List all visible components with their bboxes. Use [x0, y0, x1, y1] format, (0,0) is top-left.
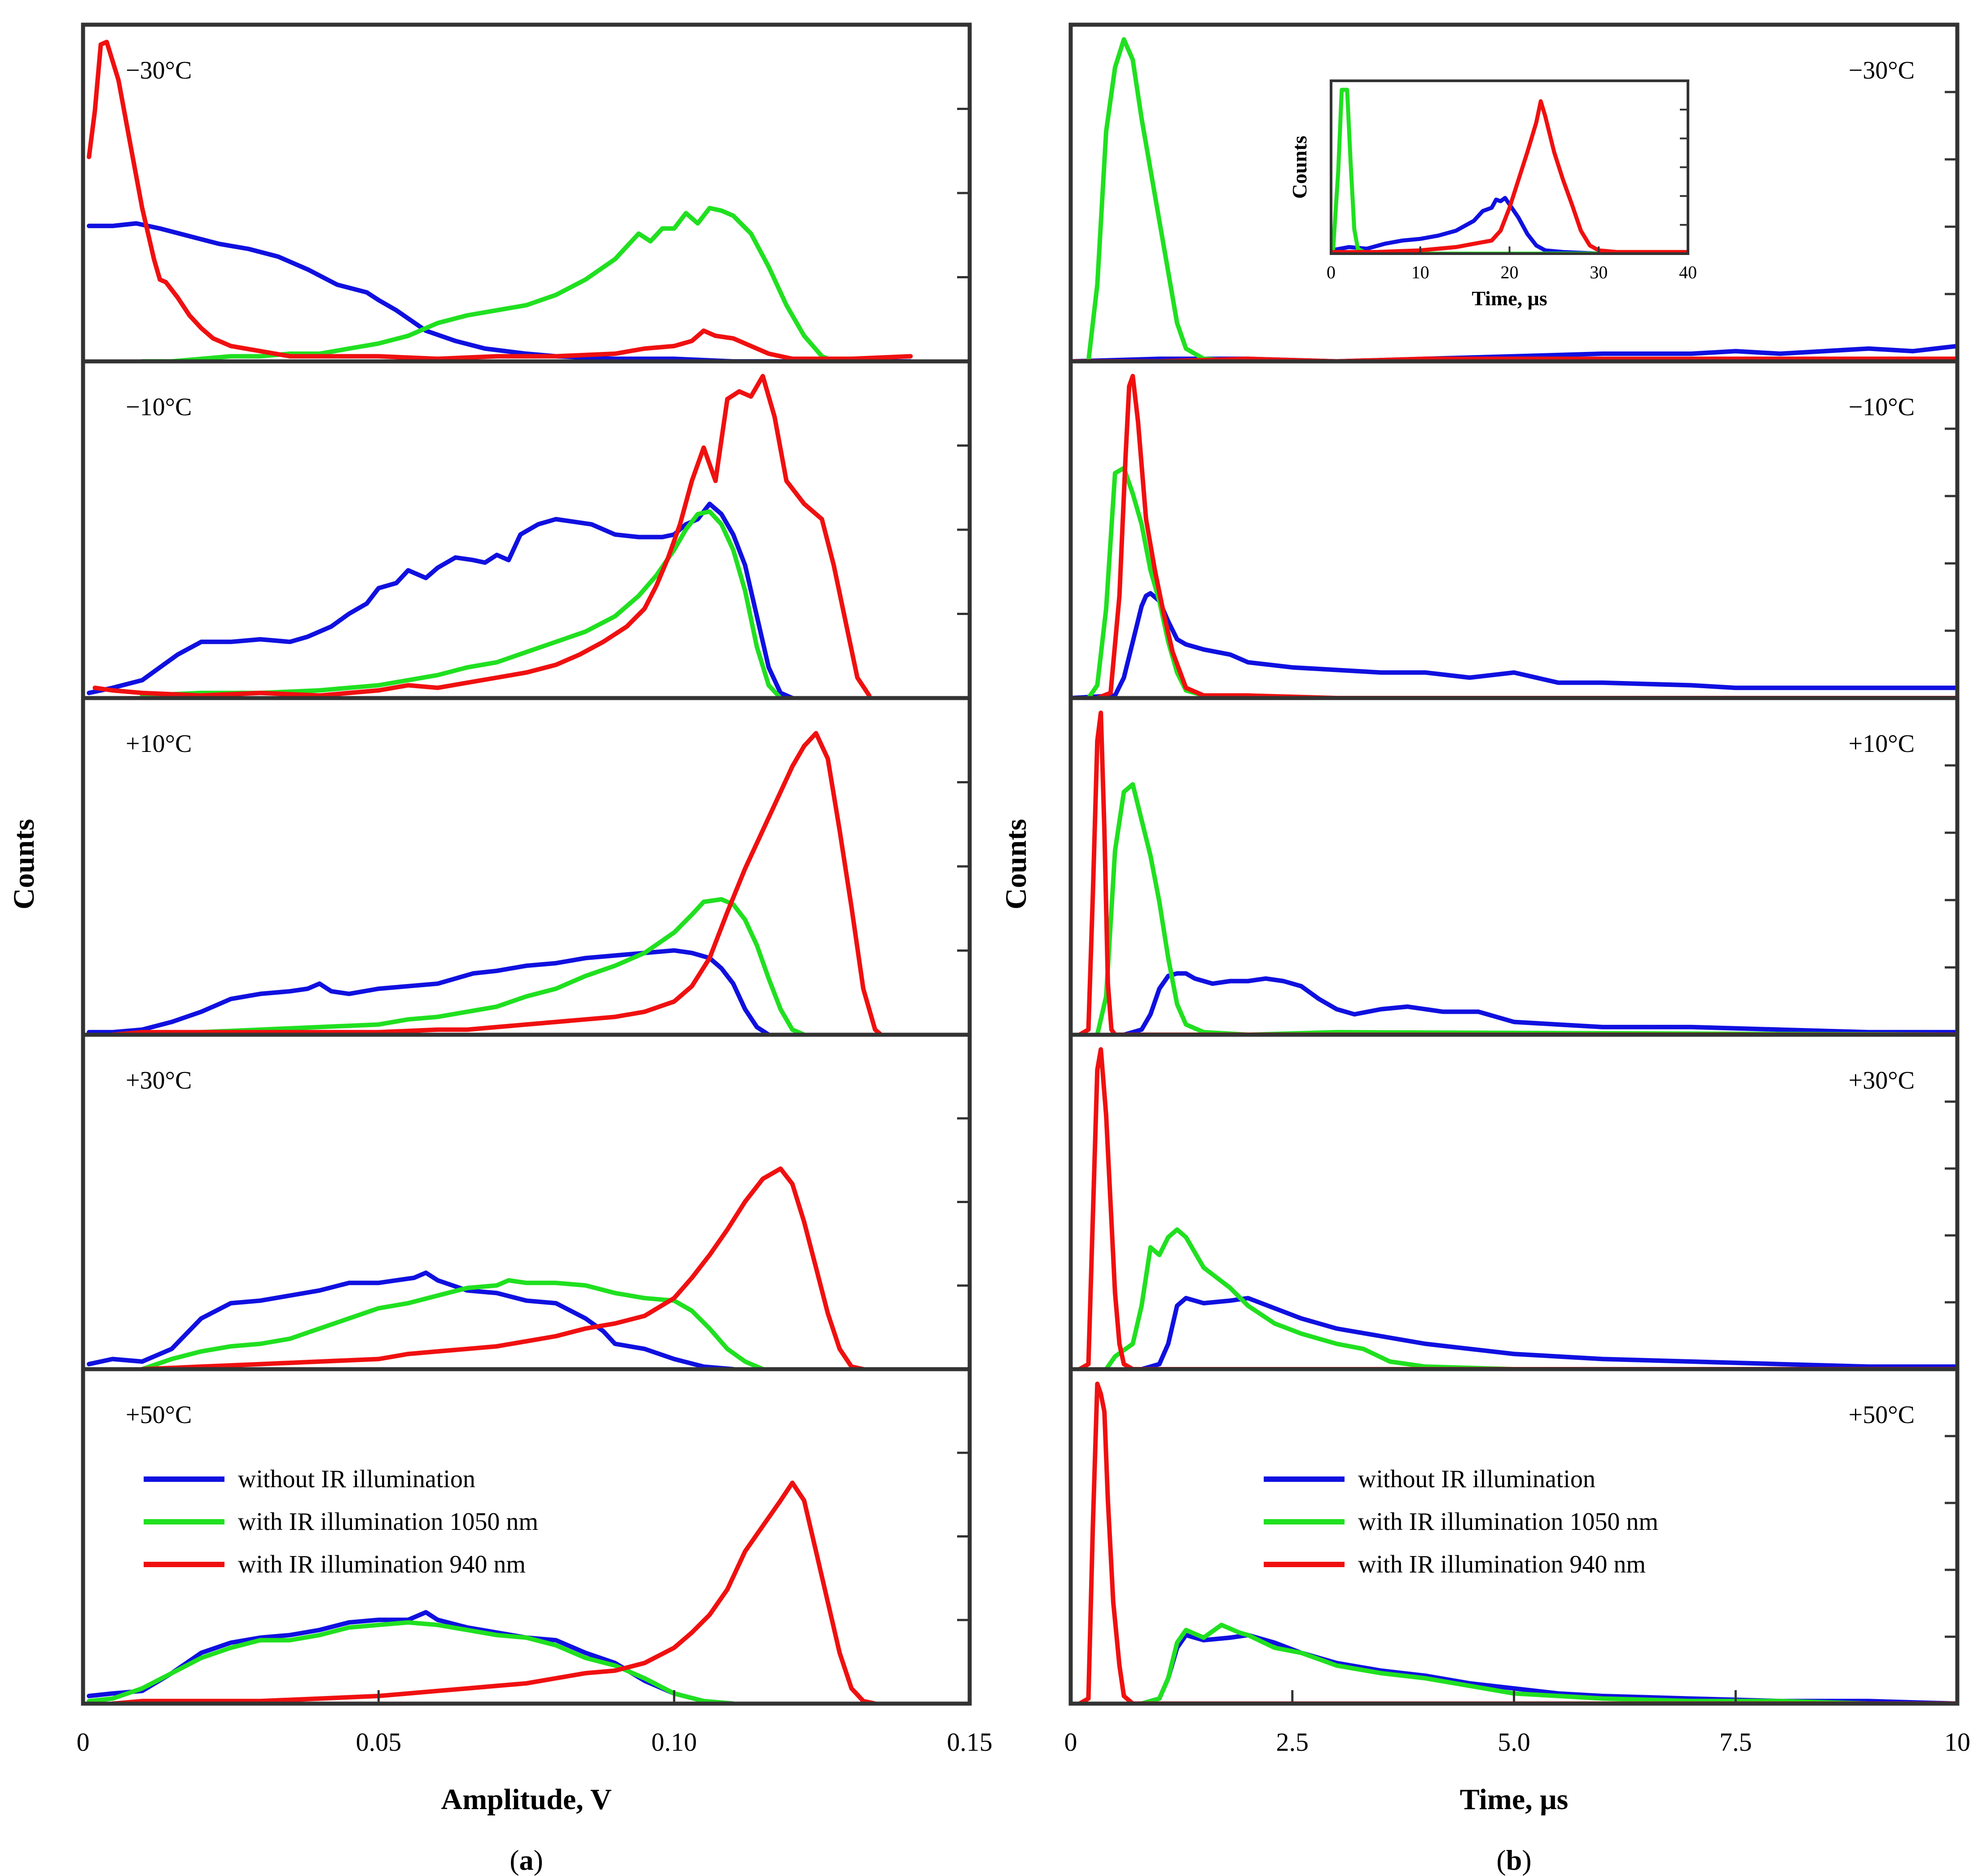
caption-part: a — [519, 1844, 534, 1876]
series-line-without — [87, 1270, 736, 1369]
inset-x-axis-title: Time, μs — [1472, 287, 1547, 310]
inset-x-tick-label: 0 — [1327, 262, 1336, 282]
caption-part: ( — [1496, 1844, 1506, 1876]
panel-temperature-label: −30°C — [126, 57, 192, 84]
panel: +50°C without IR illumination with IR illu… — [81, 1367, 972, 1706]
series-line-without — [1139, 1296, 1957, 1369]
legend-label: without IR illumination — [238, 1465, 475, 1493]
series-line-without — [1121, 971, 1957, 1035]
inset-y-axis-title: Counts — [1288, 136, 1311, 199]
series-line-ir940 — [1077, 710, 1957, 1035]
series-line-ir940 — [110, 731, 883, 1035]
legend: without IR illumination with IR illuminat… — [1264, 1465, 1658, 1578]
x-tick-label: 0 — [1064, 1727, 1077, 1757]
y-axis-title: Counts — [1000, 819, 1033, 909]
chart-a: −30°C −10°C +10°C +30°C +50°C without IR illu… — [8, 22, 993, 1876]
panel-temperature-label: +30°C — [1849, 1067, 1915, 1094]
inset-x-tick-label: 10 — [1411, 262, 1429, 282]
series-line-ir1050 — [1086, 37, 1957, 361]
caption-part: ) — [534, 1844, 543, 1876]
series-line-ir1050 — [140, 509, 783, 698]
legend-label: without IR illumination — [1358, 1465, 1595, 1493]
x-tick-label: 2.5 — [1276, 1727, 1309, 1757]
series-line-ir940 — [1077, 1047, 1957, 1369]
panel: +10°C — [81, 696, 972, 1037]
subfigure-caption: (b) — [1496, 1844, 1531, 1876]
panel: +30°C — [1068, 1032, 1960, 1371]
x-tick-label: 0 — [77, 1727, 90, 1757]
panel: −10°C — [81, 359, 972, 700]
legend-label: with IR illumination 940 nm — [1358, 1551, 1646, 1578]
panel-frame — [81, 696, 972, 1037]
x-tick-label: 0.10 — [651, 1727, 697, 1757]
panel-temperature-label: +10°C — [1849, 730, 1915, 758]
series-line-ir940 — [140, 1166, 866, 1369]
chart-b: −30°C 0 10 20 30 40 Time, μs Counts −10°C +10°C +3… — [1000, 22, 1970, 1876]
caption-part: b — [1506, 1844, 1522, 1876]
series-line-ir1050 — [140, 206, 836, 361]
inset-series-line-ir940 — [1331, 99, 1688, 254]
panel-frame — [81, 1367, 972, 1706]
inset-chart: 0 10 20 30 40 Time, μs Counts — [1288, 79, 1697, 310]
caption-part: ( — [510, 1844, 519, 1876]
inset-background — [1331, 81, 1688, 254]
panel-temperature-label: +50°C — [1849, 1401, 1915, 1429]
series-line-ir940 — [1077, 1381, 1957, 1704]
x-tick-label: 10 — [1944, 1727, 1970, 1757]
panel: +10°C — [1068, 696, 1960, 1037]
x-tick-label: 0.05 — [356, 1727, 402, 1757]
legend-label: with IR illumination 1050 nm — [1358, 1508, 1658, 1536]
panel-frame — [1068, 1367, 1960, 1706]
panel-frame — [1068, 1032, 1960, 1371]
series-line-ir1050 — [1086, 466, 1957, 698]
x-axis-title: Time, μs — [1460, 1783, 1569, 1816]
series-line-without — [87, 948, 771, 1035]
panel: +50°C without IR illumination with IR illu… — [1068, 1367, 1960, 1706]
panel-temperature-label: −10°C — [1849, 393, 1915, 421]
panel: +30°C — [81, 1032, 972, 1371]
inset-x-tick-label: 40 — [1679, 262, 1697, 282]
panel-temperature-label: +30°C — [126, 1067, 192, 1094]
subfigure-caption: (a) — [510, 1844, 543, 1876]
x-tick-label: 7.5 — [1719, 1727, 1752, 1757]
inset-series-line-without — [1331, 196, 1688, 254]
series-line-ir1050 — [140, 897, 807, 1035]
series-line-ir940 — [92, 373, 872, 698]
legend: without IR illumination with IR illuminat… — [144, 1465, 538, 1578]
series-line-ir1050 — [1095, 782, 1957, 1035]
series-line-ir1050 — [140, 1278, 765, 1369]
series-line-ir1050 — [1104, 1227, 1957, 1369]
panel-frame — [81, 22, 972, 364]
x-tick-label: 0.15 — [947, 1727, 993, 1757]
panel-temperature-label: +50°C — [126, 1401, 192, 1429]
caption-part: ) — [1522, 1844, 1531, 1876]
panel: −30°C 0 10 20 30 40 Time, μs Counts — [1068, 22, 1960, 364]
series-line-ir940 — [1095, 373, 1957, 698]
panel: −30°C — [81, 22, 972, 364]
panel-frame — [1068, 696, 1960, 1037]
panel-temperature-label: +10°C — [126, 730, 192, 758]
series-line-without — [1139, 1633, 1957, 1704]
panel-temperature-label: −10°C — [126, 393, 192, 421]
series-line-without — [1071, 591, 1957, 698]
x-axis-title: Amplitude, V — [441, 1783, 611, 1816]
series-line-without — [87, 221, 913, 361]
panel: −10°C — [1068, 359, 1960, 700]
panel-frame — [81, 1032, 972, 1371]
inset-x-tick-label: 20 — [1501, 262, 1519, 282]
series-line-without — [87, 501, 795, 698]
series-line-ir940 — [87, 40, 913, 361]
legend-label: with IR illumination 1050 nm — [238, 1508, 538, 1536]
inset-x-tick-label: 30 — [1590, 262, 1608, 282]
series-line-without — [87, 1610, 736, 1704]
series-line-ir1050 — [1139, 1622, 1957, 1704]
x-tick-label: 5.0 — [1498, 1727, 1530, 1757]
legend-label: with IR illumination 940 nm — [238, 1551, 526, 1578]
series-line-ir940 — [110, 1481, 878, 1704]
y-axis-title: Counts — [8, 819, 40, 909]
panel-temperature-label: −30°C — [1849, 57, 1915, 84]
